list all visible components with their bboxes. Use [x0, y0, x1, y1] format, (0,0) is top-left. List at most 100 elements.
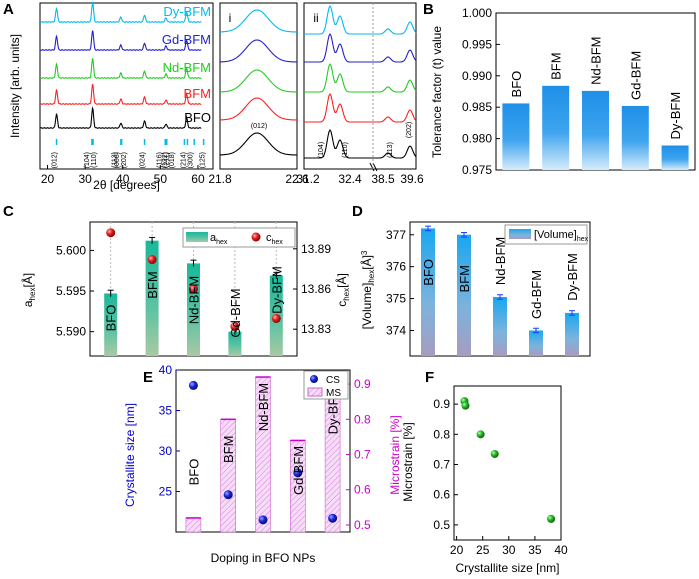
hkl-label: (300) [187, 152, 194, 168]
xrd-series-line [39, 30, 202, 51]
bar-BFM [542, 85, 570, 170]
inset-ii-line [304, 92, 417, 123]
cs-point-Gd-BFM [293, 468, 303, 478]
y2-tick-label: 0.5 [354, 518, 371, 532]
inset-ii-peak-label: (104) [318, 142, 325, 158]
hkl-label: (104) [84, 152, 91, 168]
axis-break [369, 162, 375, 172]
c-hex-point-Dy-BFM [271, 313, 281, 323]
inset-ii-peak-label: (110) [342, 142, 349, 158]
bar-label-BFM: BFM [549, 52, 564, 79]
inset-ii-line [304, 4, 417, 35]
ms-bar-BFO [185, 517, 202, 533]
inset-ii-peak-label: (202) [406, 122, 413, 138]
inset-i-line [220, 9, 298, 33]
y2-tick-label: 0.9 [354, 377, 371, 391]
c-hex-point-BFM [147, 255, 157, 265]
x-axis-label: Crystallite size [nm] [455, 561, 559, 575]
y-tick-label: 5.590 [56, 325, 86, 339]
legend-swatch-c-hex [251, 232, 261, 242]
bar-label-Dy-BFM: Dy-BFM [668, 92, 683, 140]
x-tick-label: 60 [191, 172, 205, 186]
y-tick-label: 0.980 [462, 132, 492, 146]
bar-label-Gd-BFM: Gd-BFM [228, 288, 243, 337]
inset-ii-line [304, 62, 417, 93]
inset-ii-tick-label: 31.2 [296, 172, 320, 186]
bar-label-Nd-BFM: Nd-BFM [493, 237, 508, 285]
y2-tick-label: 0.7 [354, 448, 371, 462]
y-tick-label: 25 [159, 485, 173, 499]
volume-bar-Gd-BFM [529, 330, 543, 356]
bar-label-Nd-BFM: Nd-BFM [187, 276, 202, 324]
panel-label-F: F [425, 369, 434, 386]
hkl-label: (125) [199, 152, 206, 168]
legend-label-cs: CS [326, 375, 340, 386]
y2-tick-label: 0.6 [354, 483, 371, 497]
y2-tick-label: 13.86 [301, 282, 331, 296]
volume-bar-Nd-BFM [493, 296, 507, 356]
bar-label-Nd-BFM: Nd-BFM [256, 383, 271, 431]
x-tick-label: 50 [154, 172, 168, 186]
bar-label-BFO: BFO [186, 459, 201, 486]
series-label: Gd-BFM [162, 32, 211, 47]
panel-label-E: E [143, 369, 153, 386]
y-tick-label: 376 [386, 260, 406, 274]
inset-ii-tick-label: 32.4 [338, 172, 362, 186]
inset-i-line [220, 132, 298, 156]
y-tick-label: 5.600 [56, 243, 86, 257]
y-axis-label: Crystallite size [nm] [123, 403, 137, 507]
y-tick-label: 0.9 [433, 397, 450, 411]
c-hex-point-Gd-BFM [230, 322, 240, 332]
y-tick-label: 0.995 [462, 37, 492, 51]
legend-label-volume: [Volume]hex [534, 229, 589, 243]
scatter-point [490, 449, 499, 458]
scatter-point [547, 514, 556, 523]
y-axis-label: Intensity [arb. units] [8, 34, 22, 138]
legend-swatch-ms [307, 387, 323, 397]
y-axis-label: Microstrain [%] [401, 422, 415, 501]
series-label: Dy-BFM [163, 4, 211, 19]
x-tick-label: 40 [554, 543, 568, 557]
cs-point-Dy-BFM [328, 513, 338, 523]
y-tick-label: 0.990 [462, 69, 492, 83]
y-tick-label: 374 [386, 323, 406, 337]
bar-label-BFO: BFO [104, 305, 119, 332]
hkl-label: (110) [91, 152, 98, 168]
y-tick-label: 0.985 [462, 100, 492, 114]
inset-ii-label: ii [313, 11, 318, 25]
y-tick-label: 0.8 [433, 427, 450, 441]
inset-i-peak-label: (012) [251, 123, 267, 130]
bar-label-BFO: BFO [509, 71, 524, 98]
y-tick-label: 0.975 [462, 163, 492, 177]
scatter-point [461, 401, 470, 410]
bar-label-Nd-BFM: Nd-BFM [589, 36, 604, 84]
a-hex-bar-BFM [145, 240, 159, 356]
hkl-label: (006) [114, 152, 121, 168]
panel-label-D: D [352, 203, 363, 220]
bar-label-BFM: BFM [145, 271, 160, 298]
series-label: BFM [184, 86, 211, 101]
y-tick-label: 375 [386, 292, 406, 306]
inset-i-line [220, 39, 298, 63]
volume-bar-BFO [421, 228, 435, 356]
legend-swatch-a-hex [186, 232, 208, 242]
a-hex-bar-BFO [104, 293, 118, 356]
volume-bar-BFM [457, 234, 471, 356]
xrd-series-line [39, 0, 202, 23]
scatter-point [476, 430, 485, 439]
inset-ii-frame [303, 2, 417, 170]
x-axis-label: 2θ [degrees] [93, 178, 160, 192]
inset-i-label: i [229, 11, 232, 25]
x-tick-label: 35 [528, 543, 542, 557]
series-label: Nd-BFM [163, 60, 211, 75]
bar-label-Dy-BFM: Dy-BFM [269, 266, 284, 314]
x-tick-label: 30 [78, 172, 92, 186]
y-tick-label: 0.5 [433, 518, 450, 532]
c-hex-point-Nd-BFM [189, 284, 198, 294]
y-tick-label: 30 [159, 444, 173, 458]
y2-axis-label: chex[Å] [334, 273, 351, 307]
cs-point-BFO [188, 380, 198, 390]
panel-label-B: B [423, 1, 434, 18]
bar-label-Gd-BFM: Gd-BFM [291, 446, 306, 495]
bar-BFO [502, 103, 530, 170]
